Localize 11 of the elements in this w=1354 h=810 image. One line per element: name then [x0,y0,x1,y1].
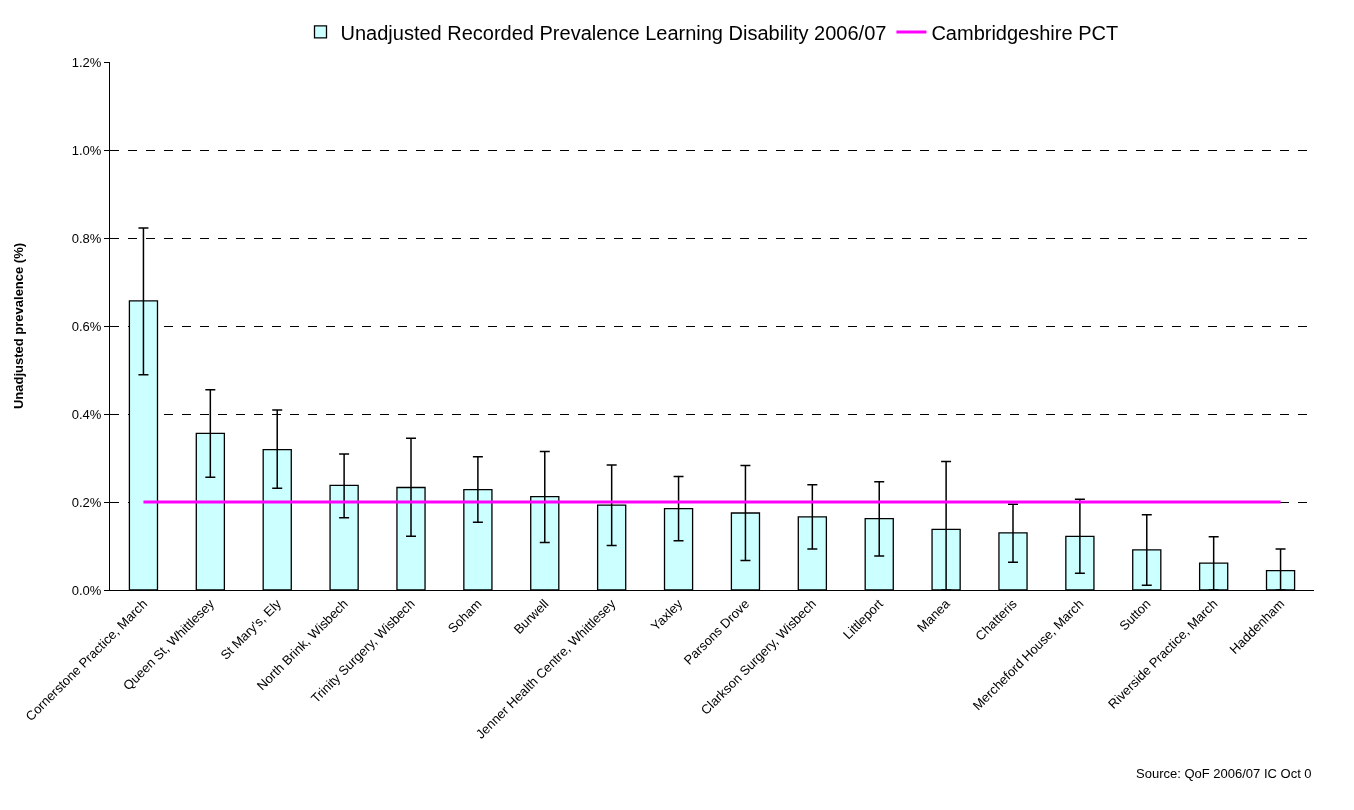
y-tick-label: 0.6% [71,318,102,334]
legend-label: Unadjusted Recorded Prevalence Learning Disability 2006/07 [340,21,887,44]
y-tick-label: 0.2% [71,494,102,510]
source-note: Source: QoF 2006/07 IC Oct 0 [1136,766,1312,781]
y-tick-label: 0.8% [71,230,102,246]
y-tick-label: 1.2% [71,54,102,70]
y-tick-label: 0.4% [71,406,102,422]
legend-label: Cambridgeshire PCT [931,21,1119,44]
y-tick-label: 0.0% [71,582,102,598]
y-axis-title: Unadjusted prevalence (%) [10,242,26,410]
y-tick-label: 1.0% [71,142,102,158]
